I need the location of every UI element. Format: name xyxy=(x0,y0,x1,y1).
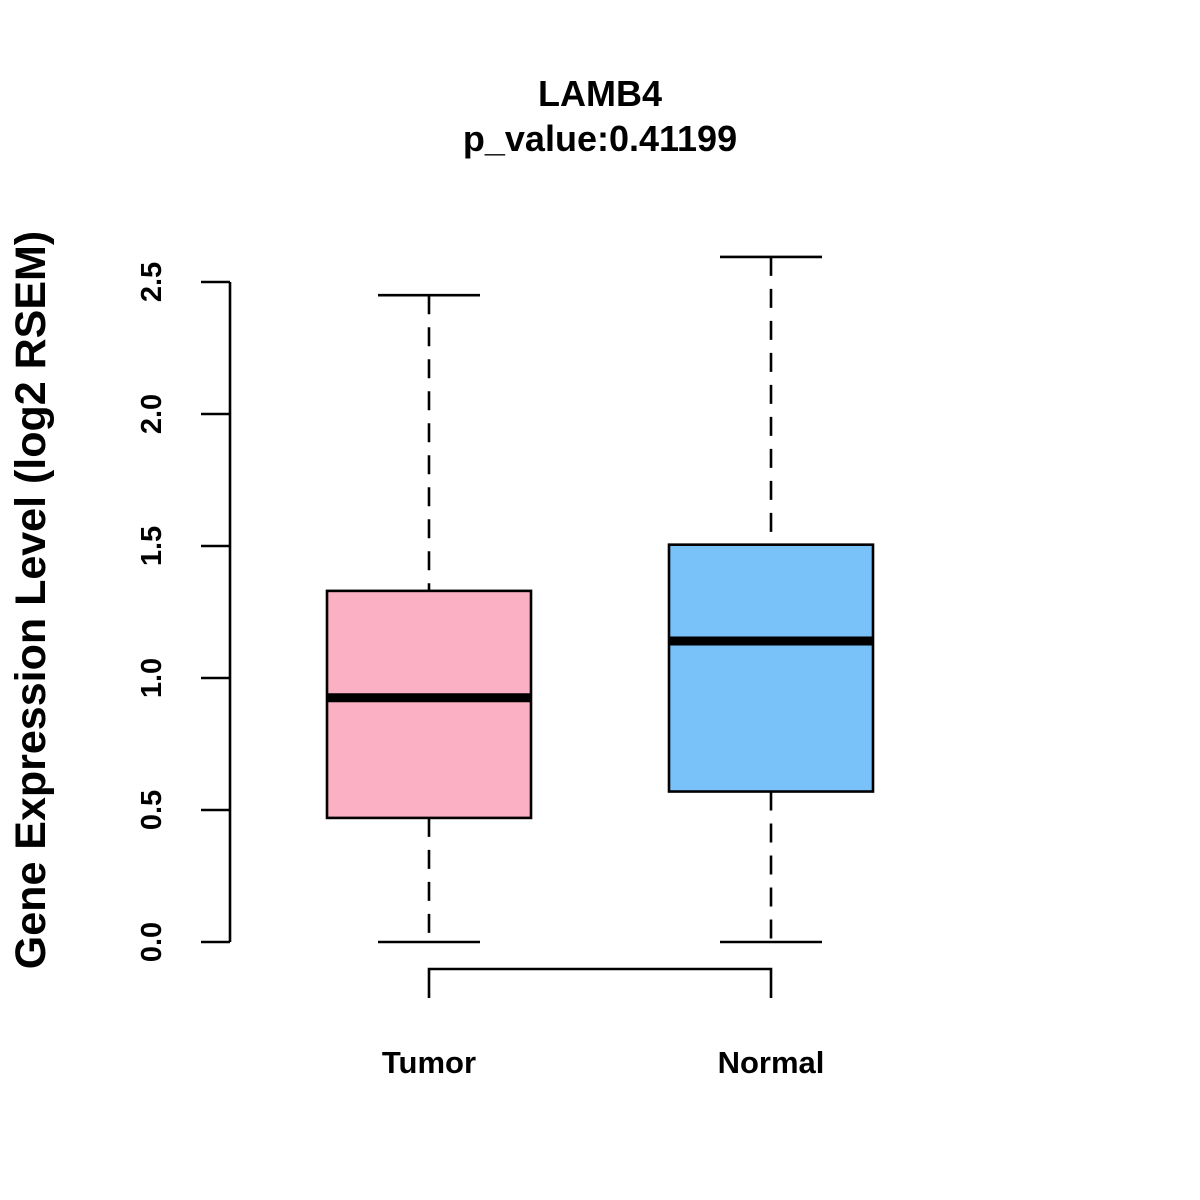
x-axis-category-labels: Tumor Normal xyxy=(382,1045,824,1080)
y-axis-ticks: 0.0 0.5 1.0 1.5 2.0 2.5 xyxy=(136,262,230,962)
chart-subtitle: p_value:0.41199 xyxy=(463,118,737,159)
x-category-label-tumor: Tumor xyxy=(382,1045,476,1080)
y-tick-label: 2.0 xyxy=(136,394,168,434)
box-normal xyxy=(667,255,875,944)
iqr-box xyxy=(667,543,875,793)
x-category-label-normal: Normal xyxy=(718,1045,825,1080)
y-axis-label: Gene Expression Level (log2 RSEM) xyxy=(7,231,55,969)
y-tick-label: 0.5 xyxy=(136,790,168,830)
chart-title: LAMB4 xyxy=(538,73,662,114)
iqr-box xyxy=(325,589,533,820)
bracket-line xyxy=(427,967,773,998)
box-tumor xyxy=(325,293,533,944)
y-tick-label: 2.5 xyxy=(136,262,168,302)
y-tick-label: 1.5 xyxy=(136,526,168,566)
y-tick-label: 0.0 xyxy=(136,922,168,962)
box-series xyxy=(325,255,875,944)
y-tick-label: 1.0 xyxy=(136,658,168,698)
comparison-bracket xyxy=(427,967,773,998)
